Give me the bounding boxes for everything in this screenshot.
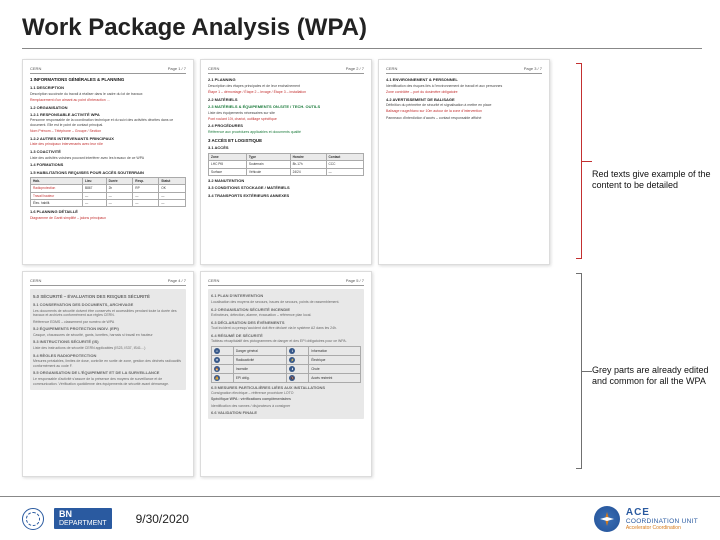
access-table: ZoneTypeHoraireContact LHC Pt5Souterrain… xyxy=(208,153,364,176)
slide-title: Work Package Analysis (WPA) xyxy=(0,0,720,48)
footer-left: BN DEPARTMENT 9/30/2020 xyxy=(22,508,189,530)
ace-text: ACE COORDINATION UNIT Accelerator Coordi… xyxy=(626,507,698,531)
ace-logo-block: ACE COORDINATION UNIT Accelerator Coordi… xyxy=(594,506,698,532)
habilitations-table: Hab.LieuDuréeResp.Statut Radioprotection… xyxy=(30,177,186,207)
slide-date: 9/30/2020 xyxy=(136,512,189,526)
document-thumbnails-grid: CERNPage 1 / 7 1 INFORMATIONS GÉNÉRALES … xyxy=(22,59,562,477)
empty-cell xyxy=(378,271,550,477)
ace-compass-icon xyxy=(594,506,620,532)
cern-logo-icon xyxy=(22,508,44,530)
pictogram-table: ⚠Danger généralℹInformation ☢Radioactivi… xyxy=(211,346,361,383)
wpa-page-5: CERNPage 5 / 7 6.1 PLAN D'INTERVENTION L… xyxy=(200,271,372,477)
wpa-page-2: CERNPage 2 / 7 2.1 PLANNING Description … xyxy=(200,59,372,265)
grey-bracket-lead xyxy=(582,371,592,372)
annotation-grey: Grey parts are already edited and common… xyxy=(592,365,712,388)
wpa-page-4: CERNPage 4 / 7 5.0 SÉCURITÉ – ÉVALUATION… xyxy=(22,271,194,477)
red-bracket-lead xyxy=(582,161,592,162)
slide-footer: BN DEPARTMENT 9/30/2020 ACE COORDINATION… xyxy=(0,496,720,540)
wpa-page-1: CERNPage 1 / 7 1 INFORMATIONS GÉNÉRALES … xyxy=(22,59,194,265)
main-content: CERNPage 1 / 7 1 INFORMATIONS GÉNÉRALES … xyxy=(0,49,720,487)
annotation-red: Red texts give example of the content to… xyxy=(592,169,712,192)
wpa-page-3: CERNPage 3 / 7 4.1 ENVIRONNEMENT & PERSO… xyxy=(378,59,550,265)
department-badge: BN DEPARTMENT xyxy=(54,508,112,530)
